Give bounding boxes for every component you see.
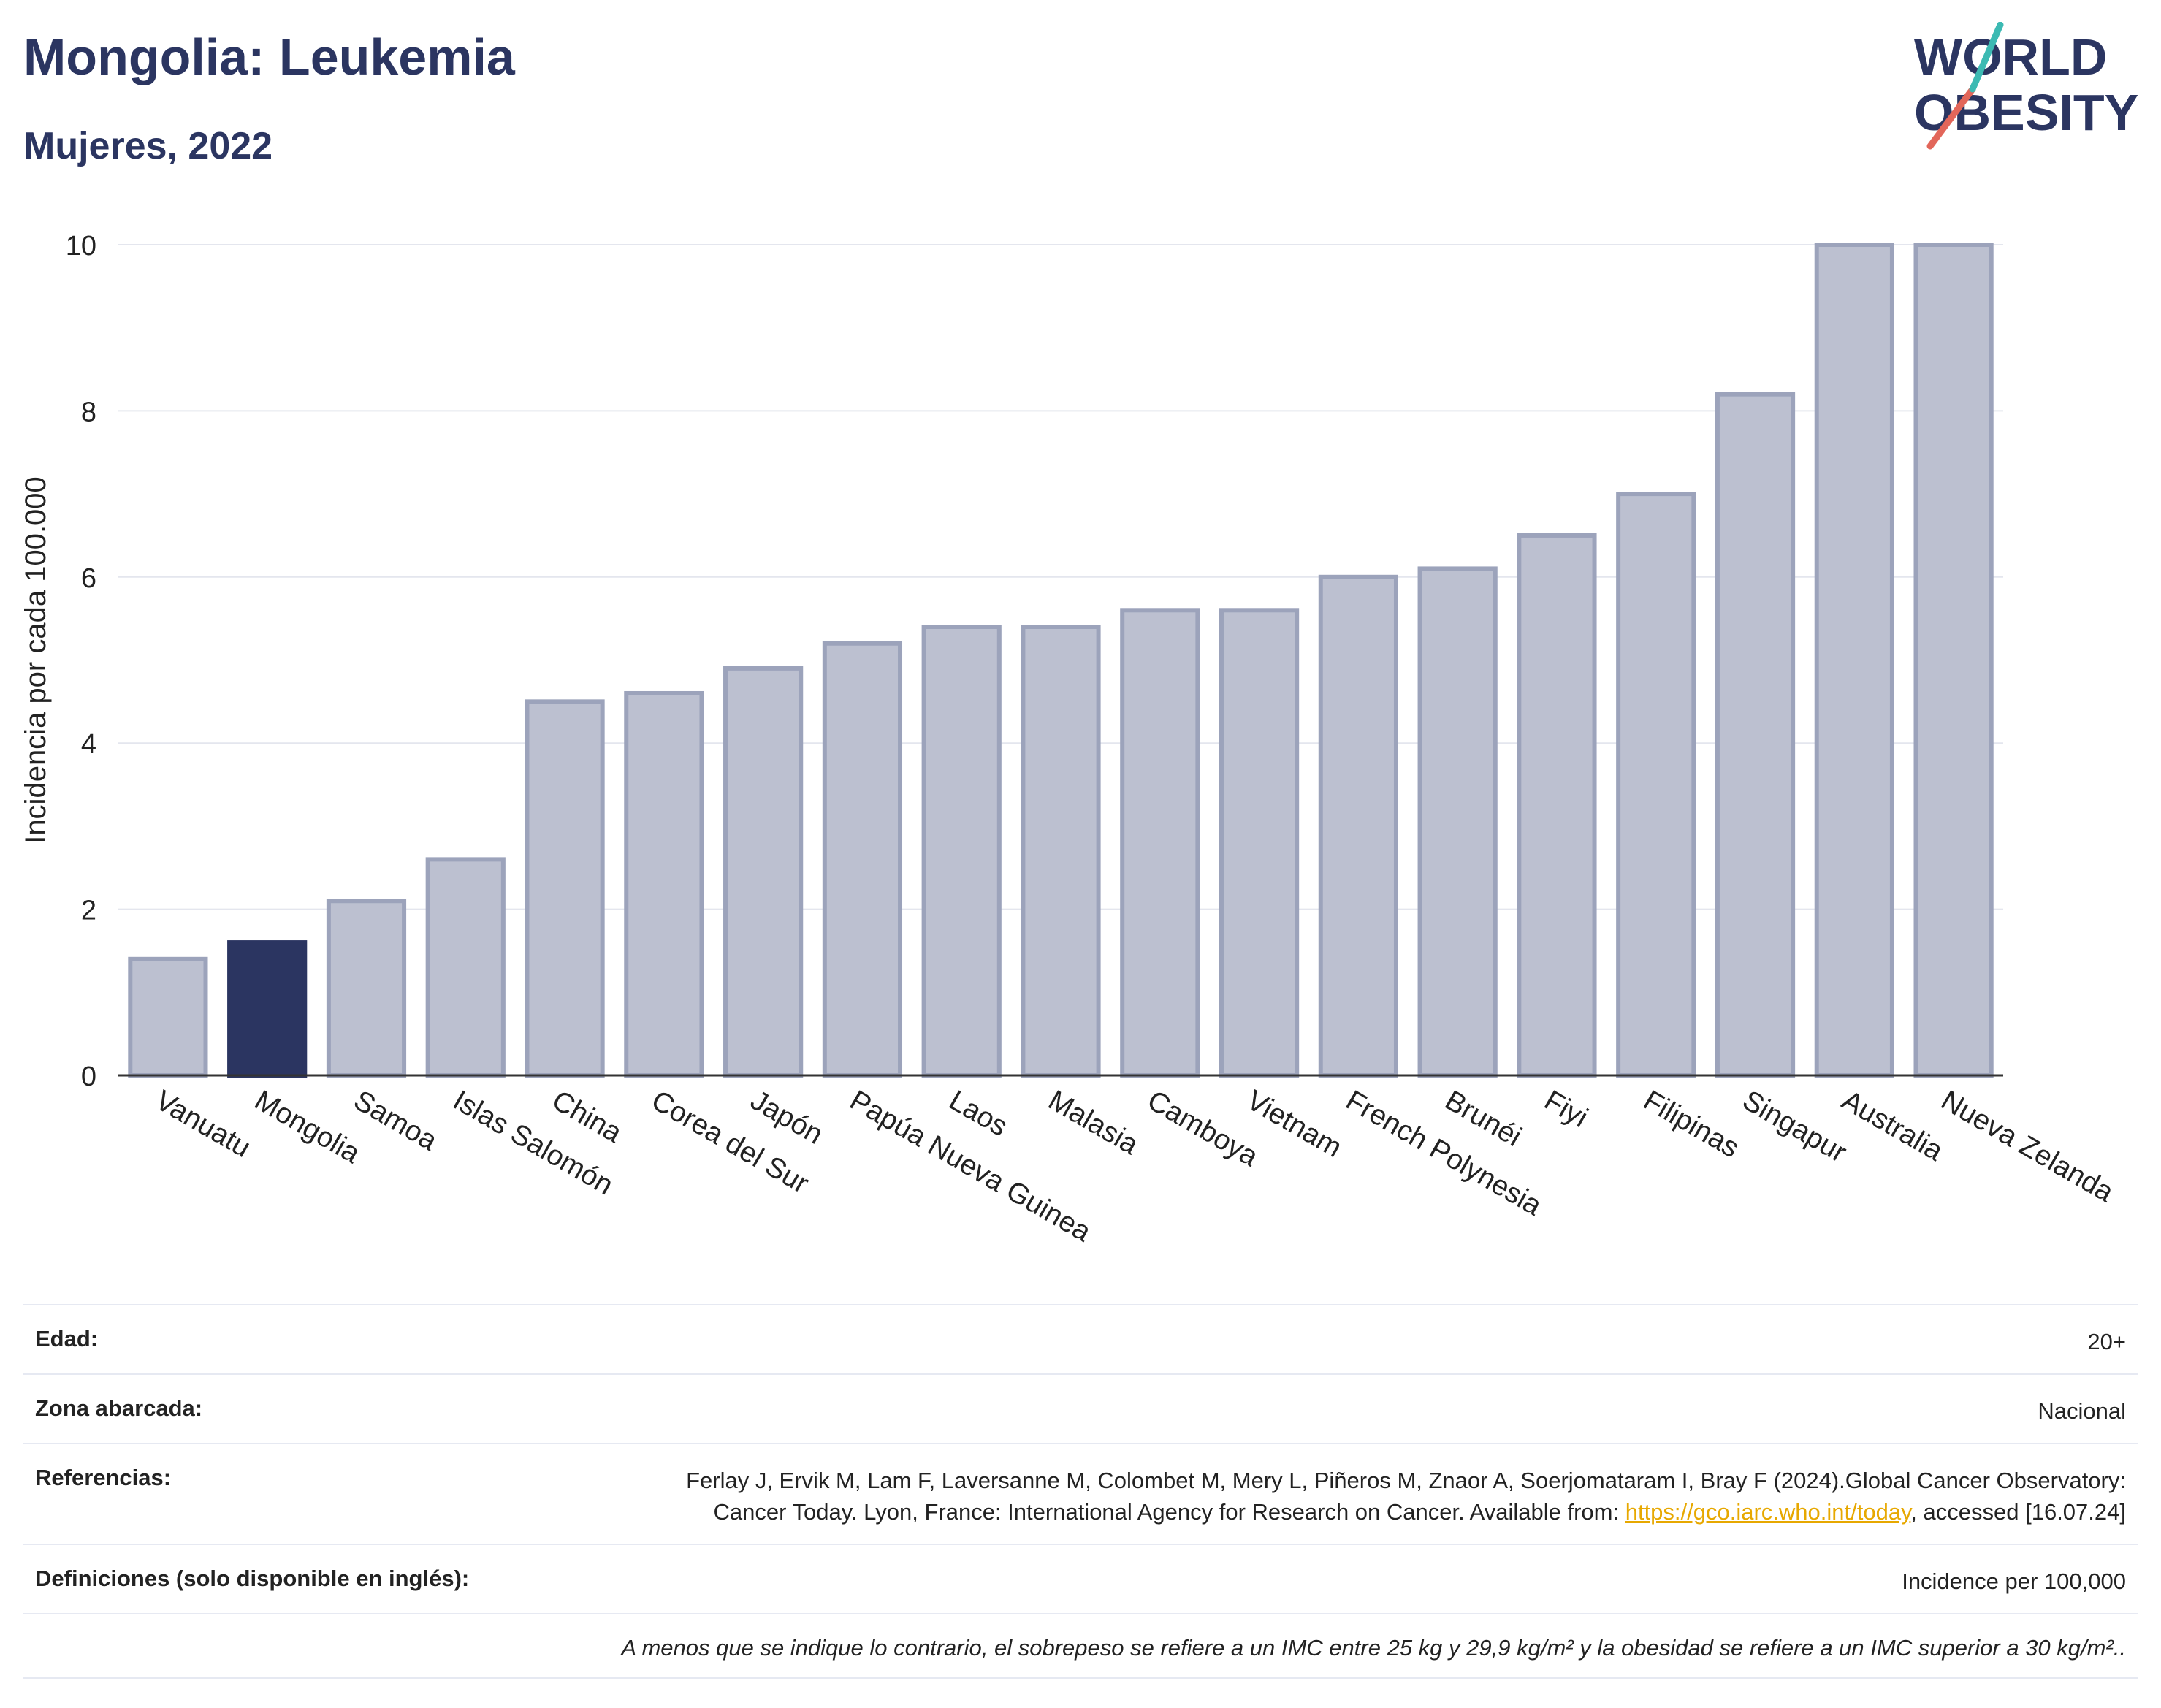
zone-value: Nacional — [2038, 1398, 2126, 1424]
bar-vietnam — [1219, 608, 1300, 1078]
y-tick-label: 4 — [81, 729, 96, 760]
bar-islas-salom-n — [425, 857, 506, 1078]
bar-corea-del-sur — [624, 690, 704, 1078]
page-title: Mongolia: Leukemia — [23, 28, 515, 85]
zone-label: Zona abarcada: — [35, 1395, 203, 1421]
page-subtitle: Mujeres, 2022 — [23, 125, 273, 167]
references-text: Ferlay J, Ervik M, Lam F, Laversanne M, … — [686, 1468, 2126, 1525]
bar-french-polynesia — [1318, 574, 1398, 1078]
bar-laos — [921, 625, 1002, 1078]
bar-samoa — [326, 899, 407, 1078]
definitions-label: Definiciones (solo disponible en inglés)… — [35, 1566, 470, 1591]
references-link[interactable]: https://gco.iarc.who.int/today — [1625, 1499, 1911, 1525]
logo-line1: WORLD — [1914, 28, 2107, 85]
info-row-age: Edad: 20+ — [23, 1304, 2138, 1373]
x-tick-label: Australia — [1837, 1085, 1948, 1167]
info-row-references: Referencias: Ferlay J, Ervik M, Lam F, L… — [23, 1443, 2138, 1544]
footnote: A menos que se indique lo contrario, el … — [621, 1635, 2126, 1661]
x-tick-label: Fiyi — [1539, 1085, 1593, 1135]
x-tick-label: Camboya — [1142, 1085, 1263, 1173]
y-tick-label: 0 — [81, 1061, 96, 1092]
logo-slash-teal — [1969, 22, 2004, 93]
bar-nueva-zelanda — [1913, 243, 1994, 1078]
y-axis-label: Incidencia por cada 100.000 — [20, 476, 52, 844]
y-tick-label: 6 — [81, 563, 96, 594]
bar-australia — [1814, 243, 1894, 1078]
bars — [128, 243, 1994, 1078]
bar-pap-a-nueva-guinea — [822, 641, 903, 1078]
info-row-zone: Zona abarcada: Nacional — [23, 1373, 2138, 1443]
x-tick-label: Singapur — [1737, 1085, 1852, 1169]
definitions-value: Incidence per 100,000 — [1902, 1568, 2126, 1594]
bar-brun-i — [1417, 566, 1498, 1078]
references-accessed: , accessed [16.07.24] — [1910, 1499, 2126, 1525]
references-label: Referencias: — [35, 1465, 172, 1490]
bar-mongolia — [227, 940, 308, 1078]
bar-jap-n — [723, 666, 804, 1078]
bar-filipinas — [1616, 492, 1696, 1078]
info-table: Edad: 20+ Zona abarcada: Nacional Refere… — [23, 1304, 2138, 1679]
info-row-definitions: Definiciones (solo disponible en inglés)… — [23, 1544, 2138, 1613]
bar-china — [525, 699, 605, 1078]
x-tick-label: Laos — [944, 1085, 1013, 1143]
bar-camboya — [1120, 608, 1200, 1078]
y-tick-label: 2 — [81, 896, 96, 926]
y-tick-label: 8 — [81, 397, 96, 427]
x-tick-label: Malasia — [1043, 1085, 1144, 1162]
world-obesity-logo: WORLD OBESITY — [1914, 22, 2138, 150]
age-value: 20+ — [2087, 1329, 2126, 1354]
logo-slash-coral — [1926, 85, 1976, 150]
bar-fiyi — [1517, 533, 1597, 1078]
x-tick-label: Mongolia — [249, 1085, 365, 1170]
bar-singapur — [1715, 392, 1796, 1078]
x-tick-label: Nueva Zelanda — [1936, 1085, 2119, 1209]
y-tick-label: 10 — [66, 231, 96, 262]
x-tick-label: Vanuatu — [150, 1085, 256, 1164]
references-value: Ferlay J, Ervik M, Lam F, Laversanne M, … — [628, 1465, 2126, 1528]
x-tick-label: Filipinas — [1638, 1085, 1744, 1164]
bar-malasia — [1021, 625, 1101, 1078]
y-tick-labels: 0 2 4 6 8 10 — [66, 231, 96, 1092]
info-row-note: A menos que se indique lo contrario, el … — [23, 1613, 2138, 1679]
age-label: Edad: — [35, 1326, 99, 1351]
bar-vanuatu — [128, 956, 208, 1078]
